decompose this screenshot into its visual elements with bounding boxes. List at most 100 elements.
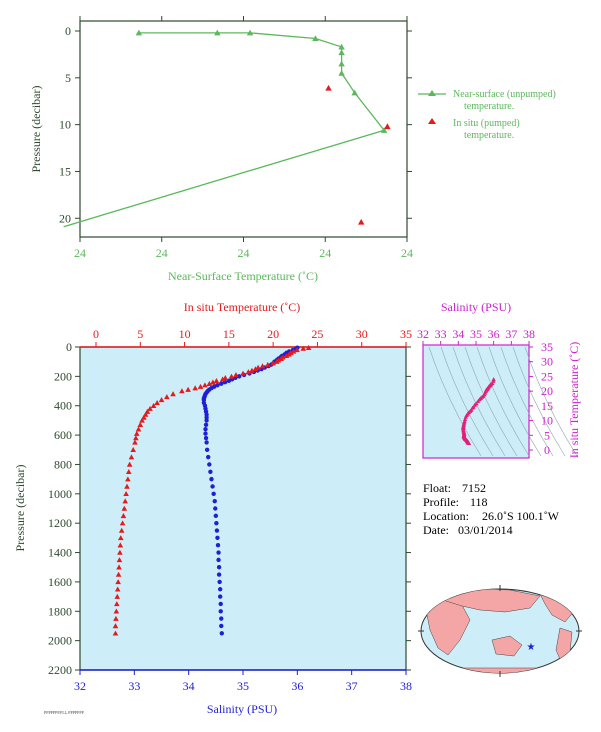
ts-density-contours [428,346,578,457]
data-point-temperature [116,557,123,563]
footer-note: PPPPPPP.PLL.PPPPPPP [44,710,85,715]
profile-salinity-axis: 32 33 34 35 36 37 38 [74,670,412,693]
data-point-temperature [273,358,280,364]
x2-tick-label: 15 [223,327,235,341]
data-point-temperature [233,372,239,378]
y-tick-label: 5 [544,428,550,442]
x-tick-label: 37 [346,679,358,693]
data-point-salinity [203,431,208,436]
x-tick-label: 38 [523,327,535,341]
float-location-star-icon: ★ [527,642,536,653]
data-point-near-surface [312,35,319,42]
map-continent-australia [491,635,523,657]
near-surface-legend: Near-surface (unpumped) temperature. In s… [418,89,556,141]
data-point-salinity [214,528,220,533]
near-surface-panel: 0 5 10 15 20 24 24 24 24 24 Pressure (decibar) N… [29,16,556,283]
y-tick-label: 15 [59,164,71,178]
y-tick-label: 1000 [48,487,72,501]
data-point-near-surface [338,49,345,56]
x-tick-label: 37 [505,327,517,341]
data-point-temperature [192,385,198,391]
data-point-salinity [216,557,221,563]
data-point-temperature [259,363,266,369]
legend-marker-near-surface [428,90,436,96]
data-point-in-situ [325,84,332,91]
data-point-temperature [113,608,120,614]
data-point-temperature [120,513,127,519]
y-tick-label: 20 [541,384,553,398]
data-point-temperature [114,593,121,599]
profile-panel: 0200400600800100012001400160018002000220… [13,300,412,716]
x-tick-label: 33 [128,679,140,693]
data-point-temperature [158,397,165,403]
y-tick-label: 5 [65,71,71,85]
data-point-temperature [112,623,119,629]
y-tick-label: 800 [54,457,72,471]
data-point-salinity [204,447,210,452]
data-point-temperature [206,380,213,386]
data-point-temperature [135,426,142,432]
x-tick-label: 34 [452,327,464,341]
data-point-near-surface [135,29,143,36]
y-tick-label: 1400 [48,546,72,560]
near-surface-y-label: Pressure (decibar) [29,86,43,173]
x-tick-label: 36 [488,327,500,341]
x-tick-label: 33 [435,327,447,341]
data-point-salinity [213,506,218,511]
x-tick-label: 24 [319,246,331,260]
data-point-salinity [206,454,211,460]
data-point-salinity [210,484,215,489]
data-point-salinity [218,601,223,607]
data-point-temperature [139,417,145,423]
near-surface-x-axis: 24 24 24 24 24 [74,16,413,260]
data-point-temperature [122,498,129,504]
x-tick-label: 34 [183,679,195,693]
x-tick-label: 24 [74,246,86,260]
data-point-temperature [117,549,123,555]
x2-tick-label: 5 [137,327,143,341]
data-point-temperature [283,353,290,359]
near-surface-x-label: Near-Surface Temperature (˚C) [168,269,318,283]
float-label: Float: [423,481,451,495]
data-point-salinity [218,609,223,614]
data-point-salinity [216,572,222,577]
data-point-salinity [216,565,222,570]
data-point-near-surface [338,60,345,67]
data-point-salinity [204,440,209,445]
data-point-salinity [203,427,208,432]
data-point-temperature [265,361,271,367]
profile-temperature-axis: 0 5 10 15 20 25 30 35 [93,327,412,347]
data-point-temperature [112,630,119,636]
profile-plot-frame [79,346,407,671]
date-label: Date: [423,523,449,537]
y-tick-label: 1600 [48,575,72,589]
data-point-salinity [207,462,212,467]
legend-label-in-situ: In situ (pumped) temperature. [453,118,520,141]
data-point-temperature [213,377,220,384]
density-contour [440,346,494,457]
x-tick-label: 24 [401,246,413,260]
data-point-near-surface [338,43,345,50]
data-point-salinity [219,381,224,386]
data-point-salinity [217,587,223,592]
profile-value: 118 [470,495,488,509]
world-map: ★ [418,585,582,677]
data-point-temperature [249,367,255,373]
data-point-near-surface [351,89,358,96]
x-tick-label: 32 [74,679,86,693]
data-point-near-surface [246,29,254,36]
x2-tick-label: 25 [311,327,323,341]
data-point-near-surface [338,69,345,76]
near-surface-marks [63,29,391,228]
data-point-temperature [128,454,135,460]
data-point-salinity [215,535,220,541]
data-point-temperature [202,382,208,388]
data-point-temperature [114,586,121,592]
data-point-temperature [115,571,122,577]
y-tick-label: 0 [544,443,550,457]
data-point-temperature [170,391,176,397]
data-point-ts [475,398,481,403]
ts-plot-frame [422,344,530,459]
data-point-salinity [216,550,221,555]
density-contour [476,346,530,457]
